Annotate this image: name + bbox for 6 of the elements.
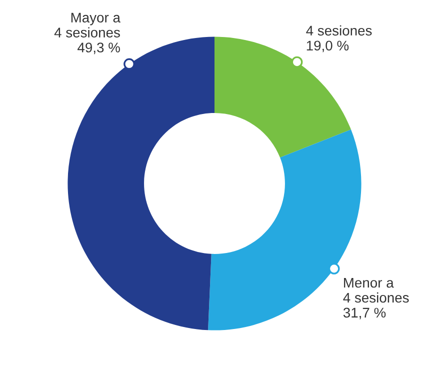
data-label: 19,0 % xyxy=(306,40,349,52)
data-label: 31,7 % xyxy=(343,308,386,320)
legend-label: Menor a 4 sesiones xyxy=(343,278,409,303)
slice-label: Mayor a 4 sesiones xyxy=(54,12,120,38)
slice-label: 4 sesiones xyxy=(306,25,372,36)
data-label: 49,3 % xyxy=(78,42,120,54)
